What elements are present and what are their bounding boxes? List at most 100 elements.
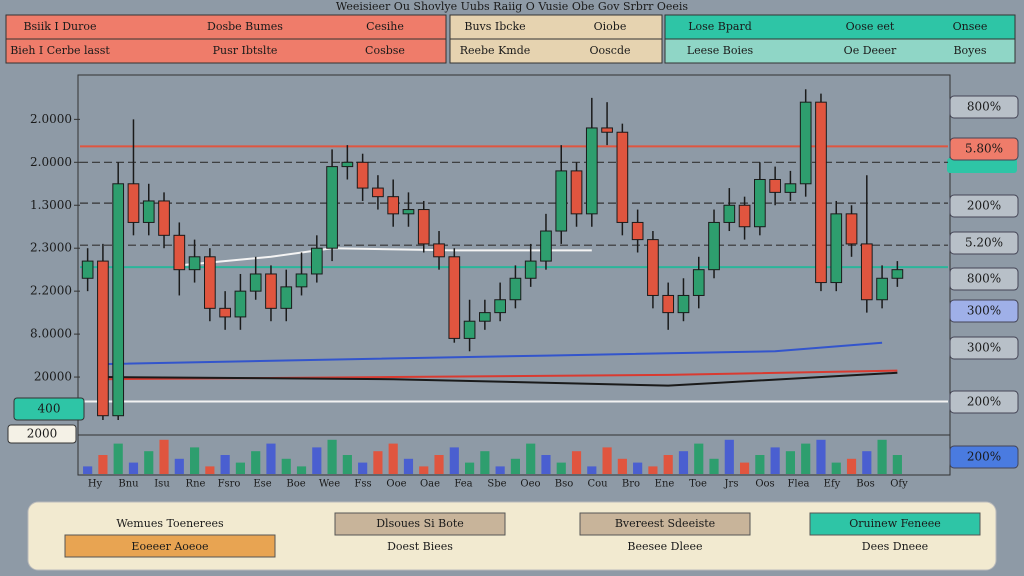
volume-bar: [740, 462, 750, 474]
header-label: Oe Deeer: [844, 44, 897, 57]
volume-bar: [633, 462, 643, 474]
volume-bar: [205, 466, 215, 474]
volume-bar: [449, 447, 459, 474]
candle-body: [265, 273, 277, 309]
y-tick-label: 2.2000: [30, 284, 72, 298]
header-label: Bieh I Cerbe lasst: [10, 44, 110, 57]
header-label: Boyes: [953, 44, 986, 57]
price-tag: [949, 231, 1019, 255]
volume-bar: [678, 451, 689, 474]
price-tag: [949, 390, 1019, 414]
candle-body: [494, 299, 506, 314]
volume-bar: [770, 447, 780, 474]
volume-bar: [113, 443, 123, 474]
indicator-box: [947, 158, 1017, 173]
candle-body: [112, 183, 125, 417]
volume-bar: [159, 439, 169, 474]
volume-bar: [266, 443, 276, 474]
header-cell: [5, 38, 447, 64]
volume-bar: [755, 455, 765, 474]
price-tag: [949, 445, 1019, 469]
candle-body: [97, 260, 109, 417]
candle-body: [647, 239, 659, 296]
footer-button[interactable]: [64, 534, 276, 558]
footer-button[interactable]: [809, 512, 981, 536]
volume-bar: [174, 458, 184, 474]
footer-button[interactable]: [579, 512, 751, 536]
footer-button[interactable]: [334, 512, 506, 536]
x-tick-label: Ooe: [386, 479, 406, 490]
left-box: [13, 397, 85, 421]
candle-body: [463, 320, 476, 339]
price-tag: [949, 137, 1019, 161]
volume-bar: [526, 443, 536, 474]
volume-bar: [83, 466, 93, 474]
header-label: Oose eet: [846, 20, 895, 33]
price-tag: [949, 194, 1019, 218]
x-tick-label: Ene: [655, 479, 675, 490]
candle-body: [173, 234, 186, 271]
x-tick-label: Fea: [454, 479, 472, 490]
volume-bar: [190, 447, 200, 474]
y-tick-label: 1.3000: [30, 198, 72, 212]
y-tick-label: 8.0000: [30, 327, 72, 341]
candle-body: [249, 273, 262, 292]
candle-body: [417, 209, 430, 245]
volume-bar: [128, 462, 139, 474]
header-label: Cosbse: [365, 44, 405, 57]
left-label: 400: [38, 402, 61, 416]
volume-bar: [281, 458, 291, 474]
footer-label: Dees Dneee: [862, 540, 928, 553]
volume-bar: [220, 455, 230, 474]
header-panel: [5, 14, 1016, 64]
volume-bar: [495, 466, 505, 474]
candle-body: [738, 204, 751, 228]
price-tag-label: 5.80%: [965, 142, 1003, 156]
volume-bar: [892, 455, 902, 474]
x-tick-label: Fss: [354, 479, 371, 490]
x-tick-label: Toe: [689, 479, 707, 490]
candle-body: [815, 101, 827, 284]
x-tick-label: Flea: [787, 479, 809, 490]
candle-body: [769, 178, 781, 193]
x-tick-label: Bnu: [118, 479, 139, 490]
price-tag: [949, 95, 1019, 119]
candle-body: [295, 273, 308, 288]
y-tick-label: 20000: [34, 370, 72, 384]
candle-body: [860, 243, 873, 301]
volume-bar: [98, 455, 108, 474]
header-label: Reebe Kmde: [460, 44, 531, 57]
header-label: Oiobe: [594, 20, 627, 33]
candle-body: [479, 312, 491, 322]
volume-bar: [144, 451, 154, 474]
volume-bar: [388, 443, 398, 474]
x-tick-label: Cou: [587, 479, 608, 490]
candle-body: [692, 269, 705, 296]
volume-bar: [510, 458, 520, 474]
volume-bar: [831, 462, 841, 474]
footer-label: Eoeeer Aoeoe: [131, 540, 208, 553]
volume-bar: [694, 443, 704, 474]
header-cell: [449, 38, 663, 64]
price-tag-label: 300%: [967, 304, 1001, 318]
volume-bar: [724, 439, 734, 474]
header-label: Cesihe: [366, 20, 404, 33]
header-label: Pusr Ibtslte: [213, 44, 278, 57]
indicator-line: [102, 341, 883, 366]
volume-bar: [312, 447, 322, 474]
x-tick-label: Efy: [824, 479, 841, 490]
volume-bar: [617, 458, 627, 474]
candle-body: [433, 243, 445, 258]
footer-label: Beesee Dleee: [627, 540, 702, 553]
candle-body: [372, 187, 384, 198]
candle-body: [234, 290, 247, 318]
x-tick-label: Boe: [286, 479, 305, 490]
x-tick-label: Wee: [319, 479, 340, 490]
candle-body: [402, 209, 415, 215]
header-label: Buvs Ibcke: [464, 20, 525, 33]
candle-body: [891, 269, 904, 279]
volume-bar: [877, 439, 887, 474]
header-cell: [5, 14, 447, 40]
candle-body: [341, 161, 354, 168]
volume-bar: [419, 466, 429, 474]
